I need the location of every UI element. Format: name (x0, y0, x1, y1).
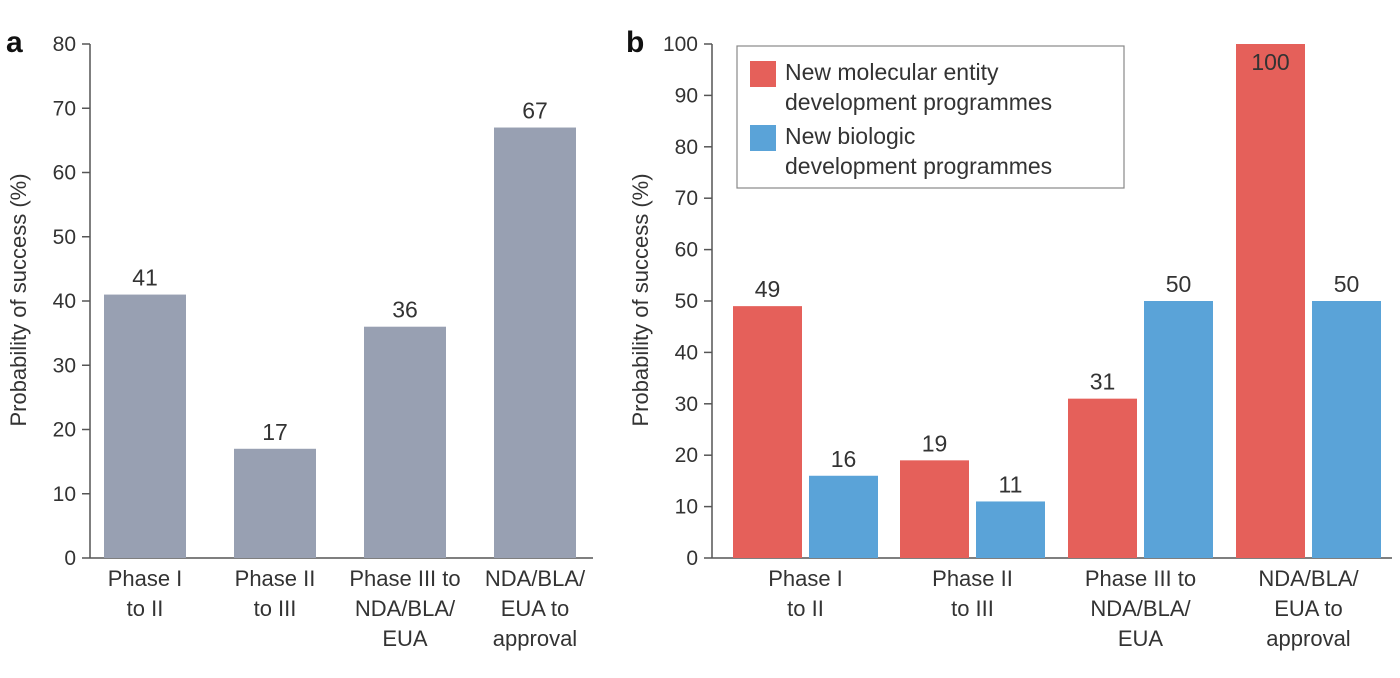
panel-b-category-label-2: Phase III to NDA/BLA/EUA (1085, 566, 1196, 651)
panel-a-y-tick-label: 20 (53, 419, 76, 442)
panel-a-category-label-line: to II (127, 596, 164, 621)
panel-a-category-label-line: NDA/BLA/ (355, 596, 456, 621)
panel-a-letter: a (6, 26, 23, 59)
panel-b-category-label-line: NDA/BLA/ (1090, 596, 1191, 621)
panel-b-y-tick-label: 20 (675, 444, 698, 467)
panel-b-category-label-line: NDA/BLA/ (1258, 566, 1359, 591)
panel-a-category-label-line: EUA to (501, 596, 569, 621)
panel-b-bar-1-0 (809, 475, 878, 558)
panel-b-legend-entry-1: New biologic development programmes (785, 123, 1052, 179)
panel-b-y-tick-label: 40 (675, 341, 698, 364)
panel-b-value-label-0-3: 100 (1251, 49, 1289, 75)
panel-b-legend-swatch-1 (750, 125, 776, 151)
panel-a-y-tick-label: 80 (53, 33, 76, 56)
panel-a-y-tick-label: 30 (53, 354, 76, 377)
panel-a-y-tick-label: 0 (64, 547, 76, 570)
panel-a-bar-0-2 (364, 326, 446, 558)
panel-a-bar-0-3 (494, 127, 576, 559)
panel-a-category-label-2: Phase III to NDA/BLA/EUA (349, 566, 460, 651)
panel-a-value-label-0-1: 17 (262, 419, 288, 445)
panel-b-category-label-1: Phase II to III (932, 566, 1013, 621)
panel-b-legend-entry-line: New biologic (785, 123, 915, 149)
panel-b-category-label-0: Phase I to II (768, 566, 843, 621)
panel-b-value-label-1-2: 50 (1166, 271, 1192, 297)
panel-a-y-tick-label: 70 (53, 97, 76, 120)
panel-b-legend-entry-line: development programmes (785, 89, 1052, 115)
panel-b-y-tick-label: 80 (675, 136, 698, 159)
panel-b-y-tick-label: 0 (686, 547, 698, 570)
panel-b-bar-1-3 (1312, 301, 1381, 558)
panel-b-y-tick-label: 100 (663, 33, 698, 56)
panel-b-value-label-1-1: 11 (999, 471, 1023, 497)
panel-b-bar-0-0 (733, 306, 802, 558)
panel-b-legend-entry-line: New molecular entity (785, 59, 999, 85)
panel-b-category-label-3: NDA/BLA/EUA to approval (1258, 566, 1359, 651)
panel-b-letter: b (626, 26, 644, 59)
panel-b-y-tick-label: 60 (675, 239, 698, 262)
panel-a-category-label-line: to III (254, 596, 297, 621)
panel-b-value-label-0-0: 49 (755, 276, 781, 302)
panel-b-y-tick-label: 50 (675, 290, 698, 313)
panel-b-value-label-1-3: 50 (1334, 271, 1360, 297)
panel-a-category-label-line: approval (493, 626, 577, 651)
panel-b-category-label-line: approval (1266, 626, 1350, 651)
panel-b-category-label-line: Phase III to (1085, 566, 1196, 591)
panel-b-bar-0-2 (1068, 398, 1137, 558)
panel-a-category-label-1: Phase II to III (235, 566, 316, 621)
panel-b: b Probability of success (%) 0 10 20 30 40 50… (626, 26, 1392, 651)
panel-b-bar-0-3 (1236, 44, 1305, 558)
panel-a-y-tick-label: 60 (53, 162, 76, 185)
panel-a-value-label-0-3: 67 (522, 98, 548, 124)
panel-a-value-label-0-0: 41 (132, 265, 158, 291)
panel-a-category-label-line: Phase I (108, 566, 183, 591)
panel-b-legend-entry-line: development programmes (785, 153, 1052, 179)
panel-b-y-axis-label: Probability of success (%) (628, 173, 653, 426)
panel-b-category-label-line: to III (951, 596, 994, 621)
panel-b-y-tick-label: 30 (675, 393, 698, 416)
panel-b-y-tick-label: 70 (675, 187, 698, 210)
panel-b-legend-swatch-0 (750, 61, 776, 87)
panel-b-category-label-line: Phase I (768, 566, 843, 591)
panel-a-category-label-line: Phase II (235, 566, 316, 591)
panel-b-category-label-line: Phase II (932, 566, 1013, 591)
panel-a-category-label-line: EUA (382, 626, 428, 651)
panel-a-category-label-line: NDA/BLA/ (485, 566, 586, 591)
panel-b-legend: New molecular entity development programm… (736, 45, 1125, 189)
panel-a-y-tick-label: 10 (53, 483, 76, 506)
panel-b-legend-box (736, 45, 1125, 189)
panel-a-category-label-0: Phase I to II (108, 566, 183, 621)
panel-a: a Probability of success (%) 0 10 20 30 40 50… (6, 26, 593, 651)
panel-b-bar-1-1 (976, 501, 1045, 558)
panel-b-value-label-0-1: 19 (922, 430, 948, 456)
panel-a-y-tick-label: 40 (53, 290, 76, 313)
panel-a-bar-0-0 (104, 294, 186, 558)
panel-a-category-label-line: Phase III to (349, 566, 460, 591)
panel-b-value-label-0-2: 31 (1090, 369, 1116, 395)
panel-b-y-tick-label: 90 (675, 84, 698, 107)
panel-b-category-label-line: EUA (1118, 626, 1164, 651)
panel-b-value-label-1-0: 16 (831, 446, 857, 472)
panel-b-legend-entry-0: New molecular entity development programm… (785, 59, 1052, 115)
panel-b-category-label-line: to II (787, 596, 824, 621)
panel-a-category-label-3: NDA/BLA/EUA to approval (485, 566, 586, 651)
panel-b-bar-1-2 (1144, 301, 1213, 558)
panel-b-y-tick-label: 10 (675, 496, 698, 519)
panel-b-category-label-line: EUA to (1274, 596, 1342, 621)
panel-a-value-label-0-2: 36 (392, 297, 418, 323)
panel-a-y-axis-label: Probability of success (%) (6, 173, 31, 426)
panel-a-y-tick-label: 50 (53, 226, 76, 249)
panel-b-bar-0-1 (900, 460, 969, 558)
panel-a-bar-0-1 (234, 448, 316, 558)
